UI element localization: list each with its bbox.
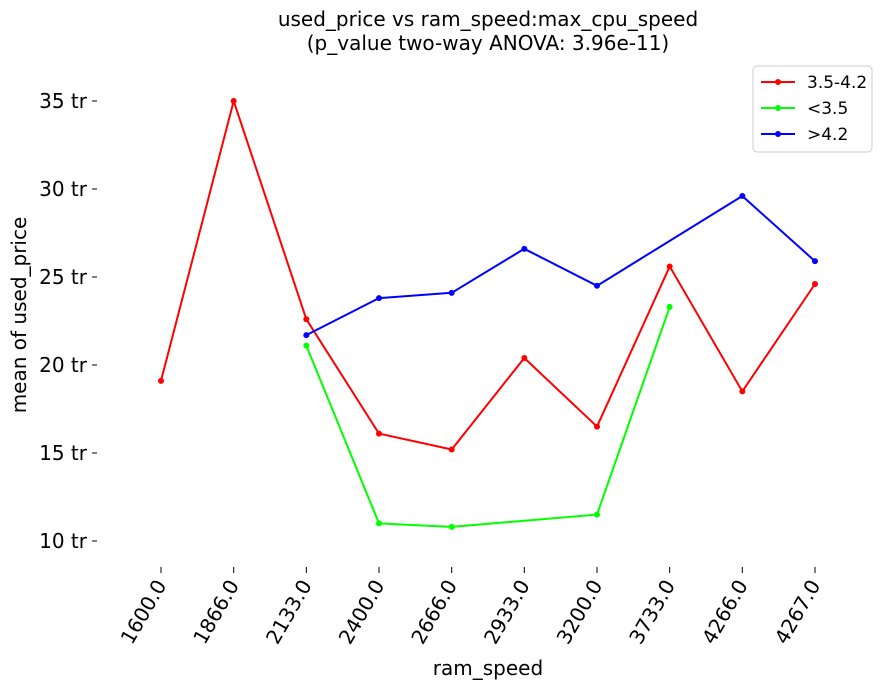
data-point [812,281,818,288]
x-axis-label: ram_speed [433,656,543,680]
series-1 [303,303,673,530]
legend-label: 3.5-4.2 [807,73,867,93]
x-tick-label: 4267.0 [770,576,826,649]
data-point [812,258,818,265]
x-tick-label: 3200.0 [552,576,608,649]
y-tick-label: 15 tr [39,441,88,465]
data-point [376,430,382,437]
y-tick-label: 20 tr [39,353,88,377]
legend-frame [752,65,873,153]
series-2 [303,193,818,339]
x-tick-label: 1866.0 [188,576,244,649]
x-tick-label: 1600.0 [116,576,172,649]
data-point [230,98,237,104]
series-layer [158,97,818,530]
data-point [666,303,673,310]
y-axis: 10 tr 15 tr 20 tr 25 tr 30 tr 35 tr [39,89,97,553]
data-point [448,446,455,453]
data-point [521,354,528,361]
legend-swatch-marker [775,131,781,137]
y-tick-label: 25 tr [39,265,88,289]
data-point [594,282,600,289]
legend-swatch-marker [775,105,781,111]
x-tick-label: 2666.0 [406,576,462,649]
x-tick-label: 2400.0 [334,576,390,649]
data-point [158,377,164,384]
legend-label: <3.5 [807,99,848,119]
data-point [594,423,600,430]
data-point [666,263,673,270]
data-point [448,523,455,530]
data-point [303,332,310,339]
data-point [448,289,455,296]
y-axis-label: mean of used_price [7,217,31,414]
chart-title-line-1: used_price vs ram_speed:max_cpu_speed [278,7,698,31]
series-line [305,194,816,336]
data-point [739,193,746,200]
data-point [376,520,382,527]
series-line [160,97,816,451]
legend-label: >4.2 [807,125,848,145]
x-tick-label: 2933.0 [479,576,535,649]
data-point [303,342,310,349]
x-tick-label: 3733.0 [624,576,680,649]
x-axis: 1600.0 1866.0 2133.0 2400.0 2666.0 2933.0 3200… [116,567,826,649]
data-point [521,245,528,252]
data-point [303,316,310,323]
x-tick-label: 4266.0 [697,576,753,649]
x-tick-label: 2133.0 [261,576,317,649]
data-point [376,295,382,302]
y-tick-label: 35 tr [39,89,88,113]
legend-swatch-marker [775,79,781,85]
series-0 [158,97,818,453]
data-point [594,511,600,518]
y-tick-label: 10 tr [39,529,88,553]
y-tick-label: 30 tr [39,177,88,201]
legend: 3.5-4.2 <3.5 >4.2 [752,65,873,153]
series-line [305,306,671,528]
chart-title-line-2: (p_value two-way ANOVA: 3.96e-11) [307,31,669,55]
data-point [739,388,746,395]
